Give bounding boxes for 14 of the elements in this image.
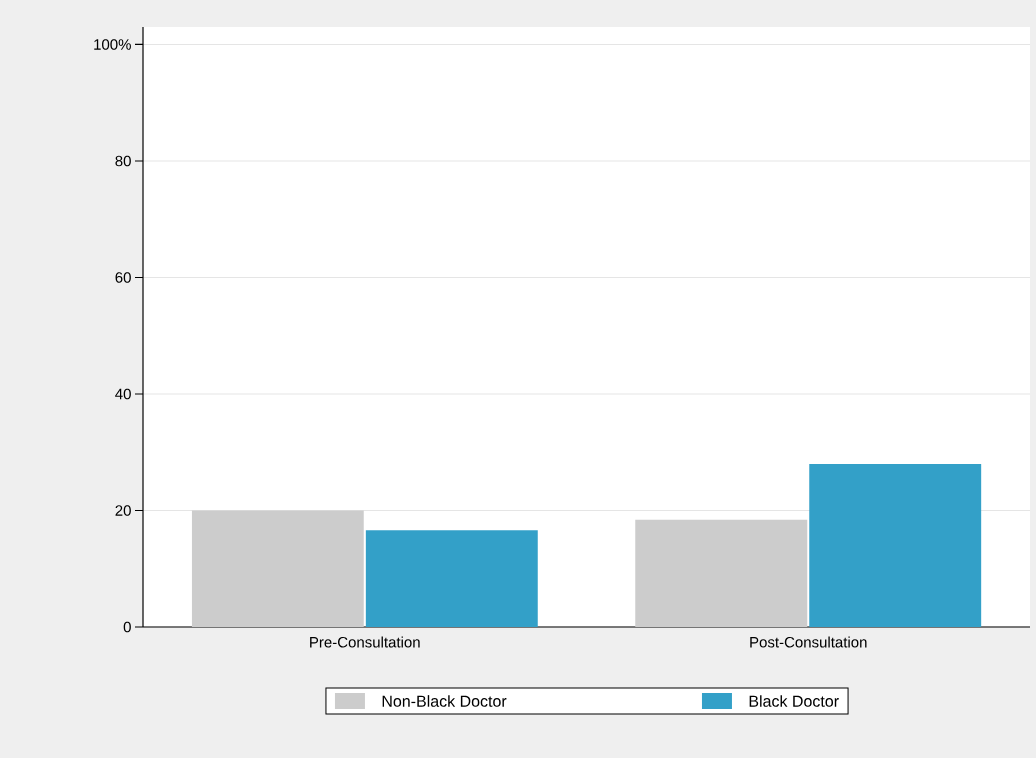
y-tick-label: 40 (115, 388, 131, 400)
y-tick-label: 20 (115, 505, 131, 516)
bar (635, 519, 808, 627)
y-tick-label: 80 (115, 155, 131, 167)
legend-label: Black Doctor (749, 695, 839, 707)
y-tick-label: 100% (94, 39, 131, 50)
bar (191, 510, 364, 627)
x-tick-label: Pre-Consultation (310, 636, 420, 648)
bar (809, 463, 982, 627)
bar (365, 530, 538, 627)
y-tick-label: 60 (115, 272, 131, 283)
x-tick-label: Post-Consultation (750, 636, 867, 648)
y-tick-label: 0 (123, 621, 131, 633)
legend-label: Non-Black Doctor (382, 695, 507, 707)
